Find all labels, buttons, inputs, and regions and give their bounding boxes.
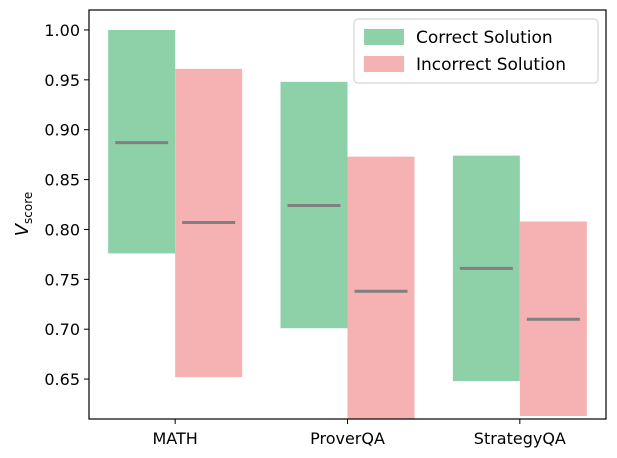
y-axis-label: Vscore	[12, 192, 35, 237]
x-tick-label-strategyqa: StrategyQA	[474, 429, 566, 448]
legend: Correct Solution Incorrect Solution	[353, 18, 599, 84]
y-tick-label: 0.65	[44, 370, 80, 389]
x-axis: MATH ProverQA StrategyQA	[153, 419, 566, 448]
y-tick-label: 0.90	[44, 121, 80, 140]
y-tick-label: 0.80	[44, 220, 80, 239]
legend-label-incorrect-solution: Incorrect Solution	[416, 55, 566, 75]
x-tick-label-proverqa: ProverQA	[310, 429, 385, 448]
y-axis-label-subscript: score	[21, 192, 35, 224]
bars	[108, 29, 587, 419]
bar-incorrect-solution-proverqa	[347, 156, 415, 419]
legend-swatch-correct-solution	[364, 29, 404, 45]
legend-box	[353, 18, 599, 84]
y-tick-label: 0.70	[44, 320, 80, 339]
x-tick-label-math: MATH	[153, 429, 198, 448]
y-tick-label: 0.85	[44, 171, 80, 190]
y-axis: 0.65 0.70 0.75 0.80 0.85 0.90 0.95 1.00	[44, 21, 89, 389]
y-tick-label: 1.00	[44, 21, 80, 40]
legend-swatch-incorrect-solution	[364, 56, 404, 72]
y-axis-label-main: V	[12, 222, 33, 236]
y-tick-label: 0.75	[44, 270, 80, 289]
y-tick-label: 0.95	[44, 71, 80, 90]
legend-label-correct-solution: Correct Solution	[416, 28, 553, 48]
